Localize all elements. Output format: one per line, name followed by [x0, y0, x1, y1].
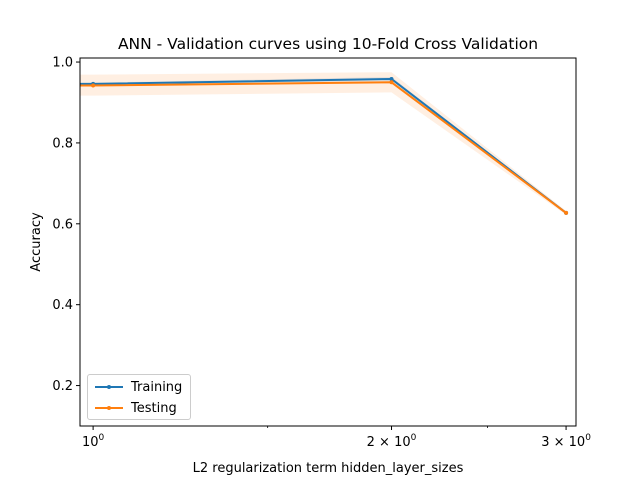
data-point-testing-1 [91, 83, 96, 88]
data-point-testing-2 [389, 80, 394, 85]
data-point-testing-3 [564, 210, 569, 215]
legend-item-testing: Testing [95, 400, 177, 416]
x-tick-label: 2 × 100 [367, 433, 417, 450]
series-line-training [80, 77, 567, 214]
chart-title: ANN - Validation curves using 10-Fold Cr… [118, 35, 538, 53]
y-axis-label: Accuracy [29, 212, 44, 272]
y-tick-label: 0.4 [52, 298, 73, 313]
legend: Training Testing [87, 374, 191, 420]
x-axis-label: L2 regularization term hidden_layer_size… [193, 461, 464, 476]
legend-item-training: Training [95, 379, 182, 395]
plot-frame [79, 57, 577, 427]
legend-label-training: Training [131, 379, 183, 395]
y-tick-label: 0.8 [52, 136, 73, 151]
y-tick-label: 0.2 [52, 379, 73, 394]
data-point-training-2 [389, 77, 394, 81]
series-line-testing [80, 81, 567, 214]
y-tick-label: 1.0 [52, 56, 73, 71]
y-tick-label: 0.6 [52, 217, 73, 232]
band-testing [80, 72, 567, 215]
x-tick-label: 3 × 100 [541, 433, 591, 450]
legend-swatch-testing [95, 400, 123, 416]
x-tick-label: 100 [82, 433, 105, 450]
legend-label-testing: Testing [131, 400, 177, 416]
legend-swatch-training [95, 379, 123, 395]
